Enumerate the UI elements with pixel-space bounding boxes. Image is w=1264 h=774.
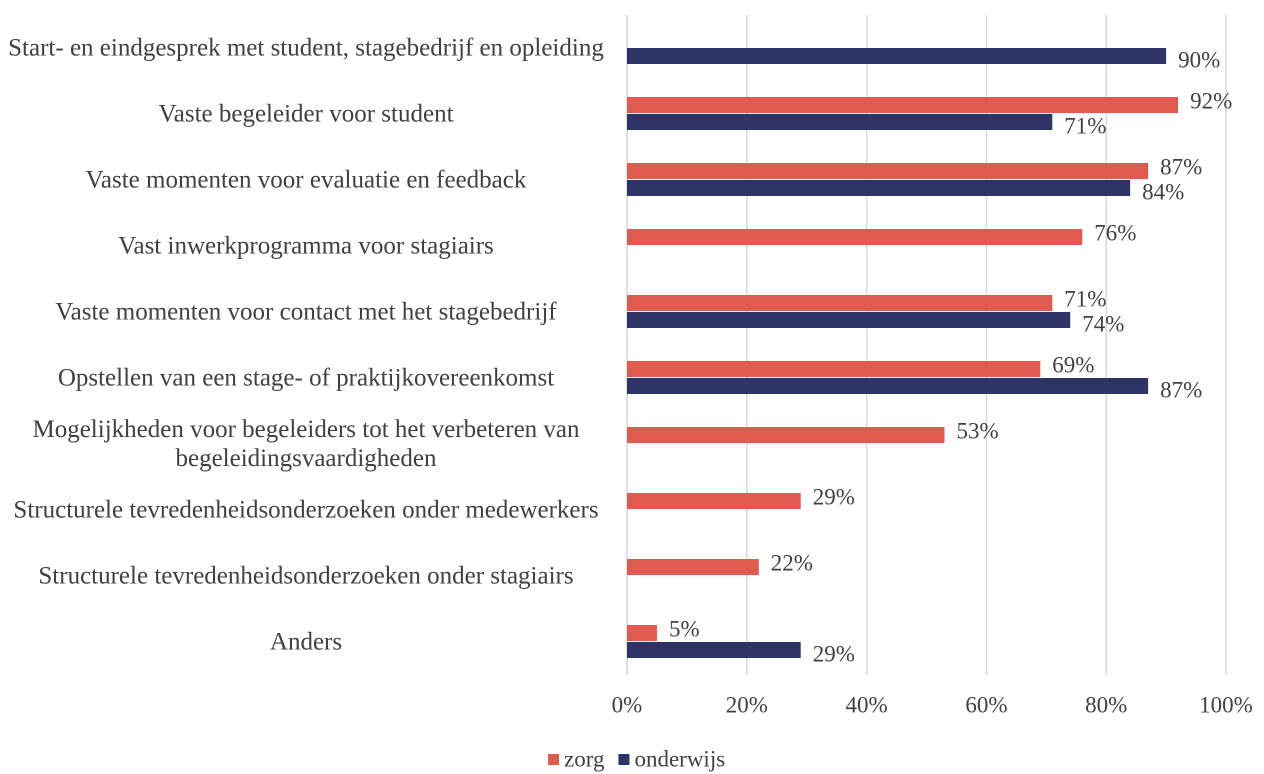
bar — [627, 361, 1041, 377]
x-tick-label: 80% — [1085, 692, 1127, 717]
data-label: 29% — [813, 484, 855, 509]
bar — [627, 180, 1131, 196]
x-tick-label: 20% — [726, 692, 768, 717]
legend-label: zorg — [564, 746, 605, 771]
data-label: 5% — [669, 616, 700, 641]
data-label: 90% — [1178, 47, 1220, 72]
data-label: 92% — [1190, 88, 1232, 113]
bar — [627, 559, 759, 575]
y-tick-label: Structurele tevredenheidsonderzoeken ond… — [13, 496, 599, 524]
data-label: 69% — [1052, 352, 1094, 377]
legend-swatch — [548, 754, 559, 765]
data-label: 87% — [1160, 154, 1202, 179]
y-tick-label: Vaste begeleider voor student — [158, 100, 454, 128]
bar — [627, 97, 1179, 113]
data-label: 53% — [956, 418, 998, 443]
legend-swatch — [618, 754, 630, 765]
data-label: 29% — [813, 641, 855, 666]
bar — [627, 642, 801, 658]
legend-label: onderwijs — [634, 746, 725, 771]
data-label: 22% — [771, 550, 813, 575]
data-label: 84% — [1142, 179, 1184, 204]
data-label: 71% — [1064, 286, 1106, 311]
y-tick-label: Vaste momenten voor contact met het stag… — [55, 298, 557, 326]
x-tick-label: 0% — [612, 692, 643, 717]
y-tick-label: Start- en eindgesprek met student, stage… — [8, 34, 604, 62]
y-tick-label: Structurele tevredenheidsonderzoeken ond… — [38, 562, 574, 590]
x-tick-label: 100% — [1199, 692, 1253, 717]
bar — [627, 312, 1071, 328]
bar — [627, 229, 1083, 245]
y-tick-label: Vast inwerkprogramma voor stagiairs — [118, 232, 494, 260]
bar — [627, 295, 1053, 311]
data-label: 76% — [1094, 220, 1136, 245]
bar — [627, 427, 945, 443]
x-tick-label: 40% — [846, 692, 888, 717]
data-label: 74% — [1082, 311, 1124, 336]
bar — [627, 378, 1149, 394]
y-tick-label: Mogelijkheden voor begeleiders tot het v… — [32, 416, 580, 472]
y-tick-label: Vaste momenten voor evaluatie en feedbac… — [85, 166, 527, 194]
y-tick-label: Opstellen van een stage- of praktijkover… — [57, 364, 555, 392]
data-label: 87% — [1160, 377, 1202, 402]
y-tick-label: Anders — [269, 628, 343, 656]
bar — [627, 493, 801, 509]
bar — [627, 625, 657, 641]
bar — [627, 163, 1149, 179]
x-tick-label: 60% — [965, 692, 1007, 717]
data-label: 71% — [1064, 113, 1106, 138]
bar — [627, 48, 1167, 64]
bar — [627, 114, 1053, 130]
